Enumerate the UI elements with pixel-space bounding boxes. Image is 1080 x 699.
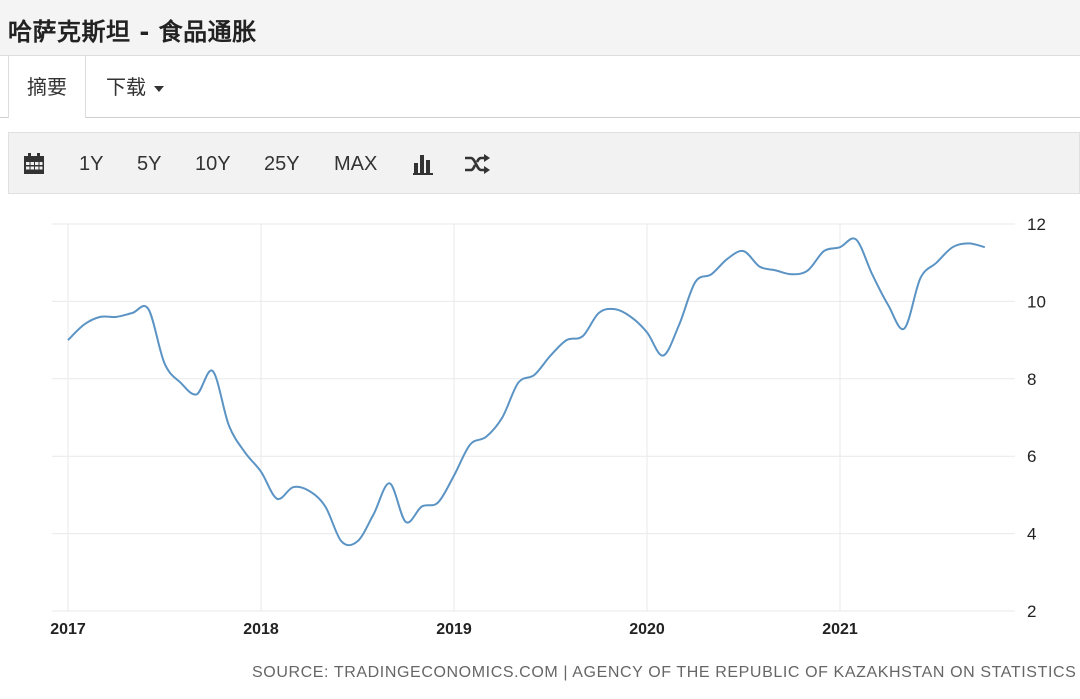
x-tick-label: 2021 — [822, 621, 858, 638]
chart-area: 2 4 6 8 10 12 2017 2018 2019 2020 2021 — [0, 196, 1080, 694]
source-text: SOURCE: TRADINGECONOMICS.COM | AGENCY OF… — [252, 664, 1077, 681]
tab-download[interactable]: 下载 — [106, 56, 164, 118]
range-10y-button[interactable]: 10Y — [195, 153, 231, 175]
shuffle-icon[interactable] — [464, 153, 490, 180]
series-line — [67, 237, 986, 547]
y-tick-label: 10 — [1027, 292, 1046, 311]
y-tick-label: 2 — [1027, 602, 1036, 621]
range-25y-button[interactable]: 25Y — [264, 153, 300, 175]
chart-toolbar: 1Y 5Y 10Y 25Y MAX — [8, 132, 1080, 194]
caret-down-icon — [154, 85, 164, 92]
y-tick-label: 6 — [1027, 447, 1036, 466]
bar-chart-icon[interactable] — [413, 153, 435, 180]
y-tick-label: 8 — [1027, 370, 1036, 389]
title-bar: 哈萨克斯坦 - 食品通胀 — [0, 0, 1080, 56]
tab-bar: 摘要 下载 — [0, 56, 1080, 118]
range-5y-button[interactable]: 5Y — [137, 153, 162, 175]
page-title: 哈萨克斯坦 - 食品通胀 — [8, 18, 257, 46]
line-chart: 2 4 6 8 10 12 2017 2018 2019 2020 2021 — [50, 215, 1046, 638]
tab-summary[interactable]: 摘要 — [8, 56, 86, 118]
x-tick-label: 2017 — [50, 621, 86, 638]
y-tick-label: 12 — [1027, 215, 1046, 234]
y-tick-label: 4 — [1027, 525, 1036, 544]
x-tick-label: 2019 — [436, 621, 472, 638]
tab-download-label: 下载 — [106, 75, 146, 99]
range-max-button[interactable]: MAX — [334, 153, 378, 175]
x-tick-label: 2018 — [243, 621, 279, 638]
range-1y-button[interactable]: 1Y — [79, 153, 104, 175]
calendar-icon[interactable] — [23, 153, 45, 180]
x-tick-label: 2020 — [629, 621, 665, 638]
